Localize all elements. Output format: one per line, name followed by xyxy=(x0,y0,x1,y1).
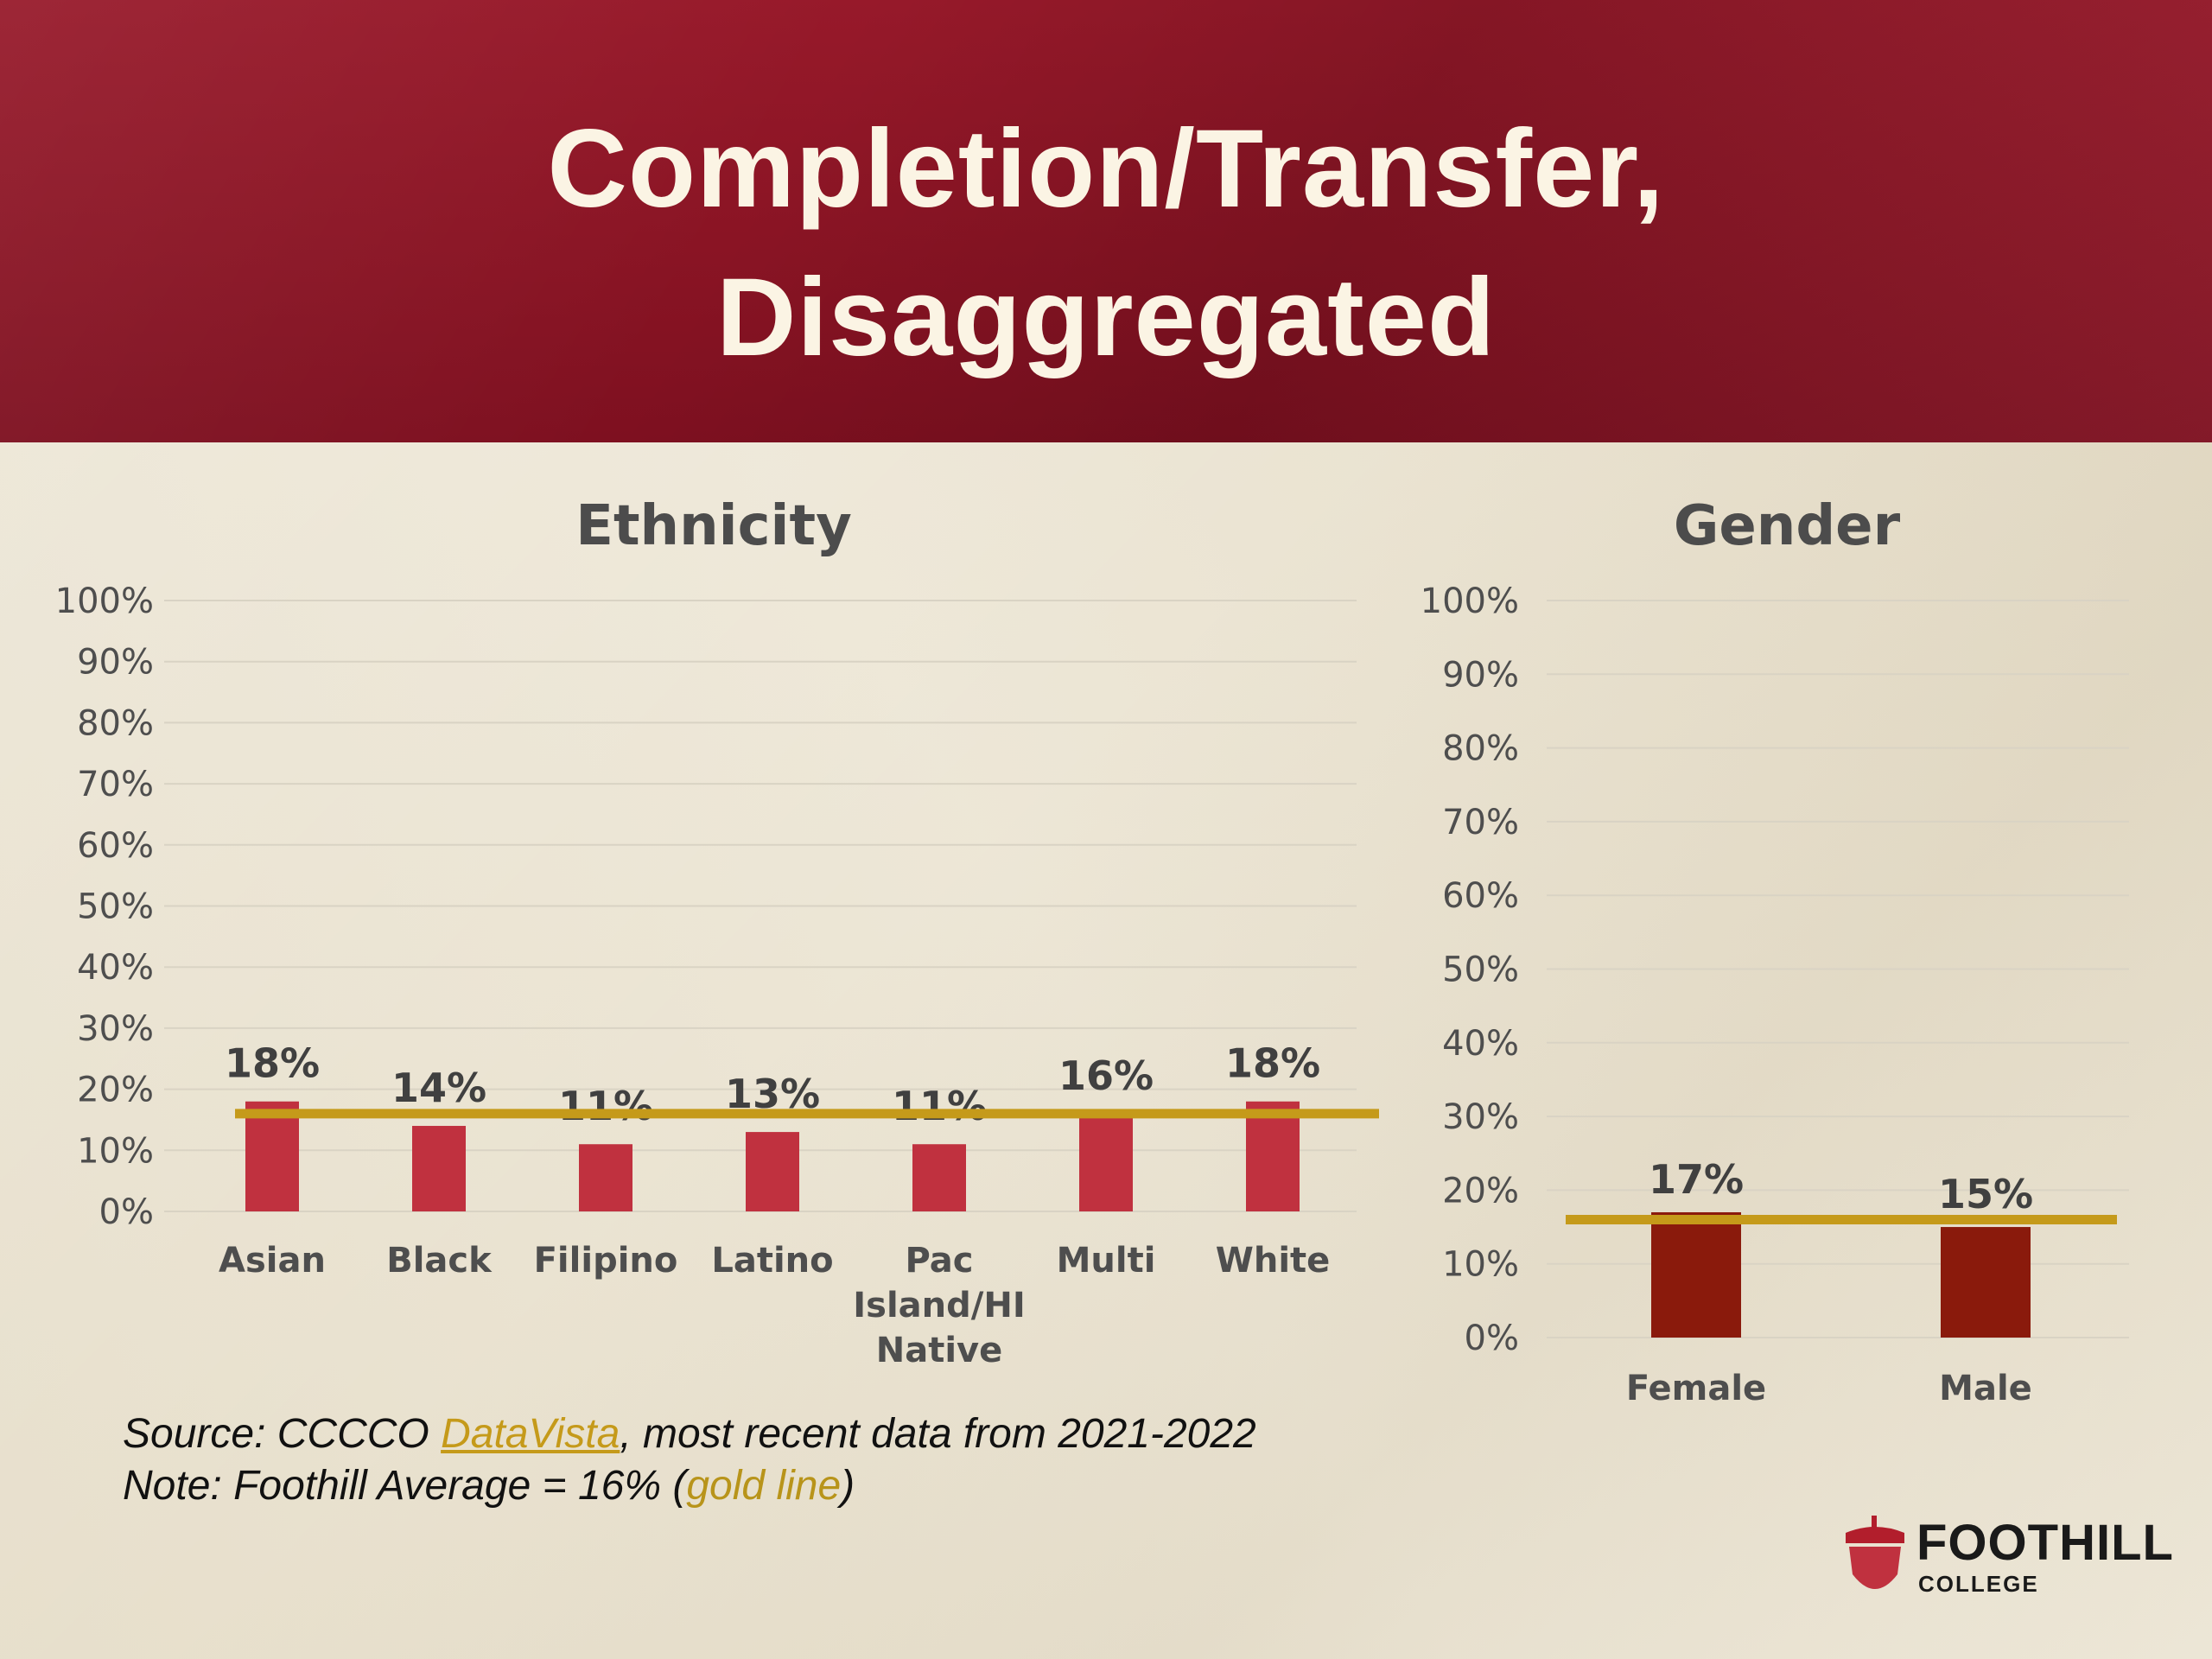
category-label-asian: Asian xyxy=(219,1241,326,1281)
title-line-2: Disaggregated xyxy=(715,256,1497,379)
y-tick-label: 0% xyxy=(99,1192,154,1232)
value-label-asian: 18% xyxy=(225,1040,320,1087)
category-label-multi: Multi xyxy=(1057,1241,1156,1281)
y-tick-label: 10% xyxy=(1442,1245,1519,1285)
value-label-female: 17% xyxy=(1649,1156,1744,1203)
slide-background xyxy=(0,442,2212,1659)
category-label-male: Male xyxy=(1939,1369,2032,1408)
logo-name: FOOTHILL xyxy=(1916,1515,2174,1571)
y-tick-label: 50% xyxy=(77,887,154,927)
y-tick-label: 60% xyxy=(77,826,154,866)
value-label-multi: 16% xyxy=(1058,1052,1154,1099)
gender-chart: Gender 0% 10% 20% 30% 40% 50% 60% 70% 80% 90% 100% 1… xyxy=(1421,494,2129,1408)
value-label-black: 14% xyxy=(391,1065,486,1111)
category-label-pac-island-hi-native: Island/HI xyxy=(853,1286,1025,1325)
category-label-pac-island-hi-native: Pac xyxy=(906,1241,974,1281)
category-label-latino: Latino xyxy=(711,1241,833,1281)
slide-title: Completion/Transfer, Disaggregated xyxy=(0,95,2212,392)
y-tick-label: 90% xyxy=(77,643,154,683)
y-tick-label: 50% xyxy=(1442,950,1519,990)
datavista-link[interactable]: DataVista xyxy=(441,1411,620,1457)
source-line: Source: CCCCO DataVista, most recent dat… xyxy=(123,1408,1256,1460)
y-tick-label: 100% xyxy=(1421,582,1519,621)
bar-black xyxy=(412,1126,466,1211)
footnote: Source: CCCCO DataVista, most recent dat… xyxy=(123,1408,1256,1512)
y-tick-label: 90% xyxy=(1442,655,1519,695)
category-label-white: White xyxy=(1216,1241,1331,1281)
y-tick-label: 30% xyxy=(1442,1097,1519,1137)
y-tick-label: 30% xyxy=(77,1009,154,1049)
bar-female xyxy=(1651,1211,1741,1338)
slide-header: Completion/Transfer, Disaggregated xyxy=(0,0,2212,442)
note-suffix: ) xyxy=(841,1463,855,1509)
bar-male xyxy=(1941,1227,2031,1338)
y-tick-label: 10% xyxy=(77,1131,154,1171)
source-suffix: , most recent data from 2021-2022 xyxy=(620,1411,1256,1457)
value-label-pac-island-hi-native: 11% xyxy=(892,1083,987,1129)
value-label-filipino: 11% xyxy=(558,1083,653,1129)
bar-latino xyxy=(746,1132,799,1211)
category-label-pac-island-hi-native: Native xyxy=(876,1331,1003,1370)
bar-multi xyxy=(1079,1113,1133,1211)
bar-pac-island-hi-native xyxy=(912,1144,966,1211)
acorn-icon xyxy=(1846,1516,1904,1589)
gold-line-text: gold line xyxy=(686,1463,842,1509)
foothill-logo: FOOTHILL COLLEGE xyxy=(1840,1514,2173,1609)
bar-filipino xyxy=(579,1144,632,1211)
bar-white xyxy=(1246,1101,1300,1211)
y-tick-label: 70% xyxy=(77,765,154,804)
y-tick-label: 60% xyxy=(1442,876,1519,916)
y-tick-label: 70% xyxy=(1442,803,1519,842)
y-tick-label: 40% xyxy=(1442,1024,1519,1064)
logo-sub: COLLEGE xyxy=(1918,1571,2039,1597)
y-tick-label: 80% xyxy=(1442,729,1519,769)
note-line: Note: Foothill Average = 16% (gold line) xyxy=(123,1460,1256,1512)
category-label-black: Black xyxy=(386,1241,493,1281)
y-tick-label: 0% xyxy=(1465,1319,1519,1358)
category-label-filipino: Filipino xyxy=(534,1241,678,1281)
category-label-female: Female xyxy=(1626,1369,1766,1408)
title-line-1: Completion/Transfer, xyxy=(547,107,1665,231)
note-prefix: Note: Foothill Average = 16% ( xyxy=(123,1463,687,1509)
source-prefix: Source: CCCCO xyxy=(123,1411,442,1457)
y-tick-label: 20% xyxy=(77,1071,154,1110)
ethnicity-chart: Ethnicity 0% 10% 20% 30% 40% 50% 60% 70% 80% 90% 10… xyxy=(55,494,1379,1370)
value-label-white: 18% xyxy=(1225,1040,1320,1087)
bar-asian xyxy=(245,1101,299,1211)
y-tick-label: 100% xyxy=(55,582,154,621)
y-tick-label: 40% xyxy=(77,948,154,988)
value-label-male: 15% xyxy=(1938,1171,2033,1217)
y-tick-label: 20% xyxy=(1442,1171,1519,1211)
y-tick-label: 80% xyxy=(77,703,154,743)
chart-title-gender: Gender xyxy=(1674,494,1901,558)
chart-title-ethnicity: Ethnicity xyxy=(575,494,852,558)
